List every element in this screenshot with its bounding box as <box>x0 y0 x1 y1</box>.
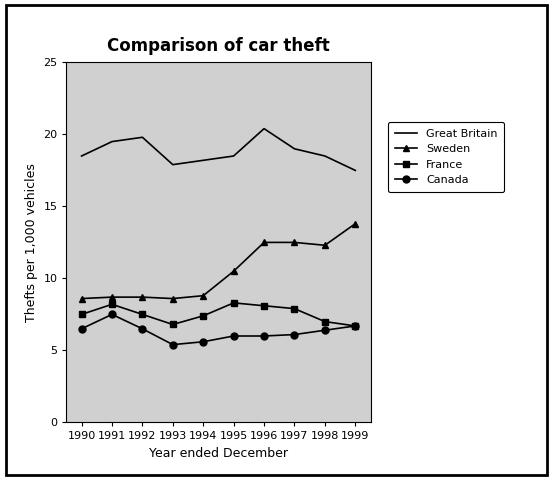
France <box>170 322 176 327</box>
Canada <box>261 333 268 339</box>
Sweden <box>139 294 146 300</box>
Canada <box>79 326 85 332</box>
Great Britain <box>79 153 85 159</box>
Legend: Great Britain, Sweden, France, Canada: Great Britain, Sweden, France, Canada <box>388 122 504 192</box>
Great Britain <box>322 153 328 159</box>
Sweden <box>352 221 359 227</box>
France <box>109 301 116 307</box>
Great Britain <box>139 134 146 140</box>
France <box>322 319 328 324</box>
France <box>291 306 298 312</box>
France <box>139 312 146 317</box>
Y-axis label: Thefts per 1,000 vehicles: Thefts per 1,000 vehicles <box>25 163 38 322</box>
Great Britain <box>231 153 237 159</box>
Line: Sweden: Sweden <box>78 220 359 302</box>
X-axis label: Year ended December: Year ended December <box>149 447 288 460</box>
Canada <box>231 333 237 339</box>
Sweden <box>261 240 268 245</box>
Great Britain <box>170 162 176 168</box>
Great Britain <box>109 139 116 144</box>
Great Britain <box>200 157 207 163</box>
Canada <box>322 327 328 333</box>
Line: Great Britain: Great Britain <box>82 129 356 170</box>
Sweden <box>200 293 207 299</box>
Canada <box>139 326 146 332</box>
Canada <box>291 332 298 337</box>
France <box>261 303 268 309</box>
France <box>352 323 359 329</box>
Great Britain <box>261 126 268 132</box>
Sweden <box>170 296 176 301</box>
France <box>79 312 85 317</box>
Sweden <box>291 240 298 245</box>
Canada <box>170 342 176 348</box>
Great Britain <box>291 146 298 152</box>
Line: France: France <box>78 300 359 329</box>
Sweden <box>79 296 85 301</box>
Sweden <box>322 242 328 248</box>
Canada <box>200 339 207 345</box>
Sweden <box>109 294 116 300</box>
Great Britain <box>352 168 359 173</box>
Canada <box>109 312 116 317</box>
Title: Comparison of car theft: Comparison of car theft <box>107 37 330 55</box>
Canada <box>352 323 359 329</box>
Line: Canada: Canada <box>78 311 359 348</box>
France <box>200 313 207 319</box>
Sweden <box>231 268 237 274</box>
France <box>231 300 237 306</box>
